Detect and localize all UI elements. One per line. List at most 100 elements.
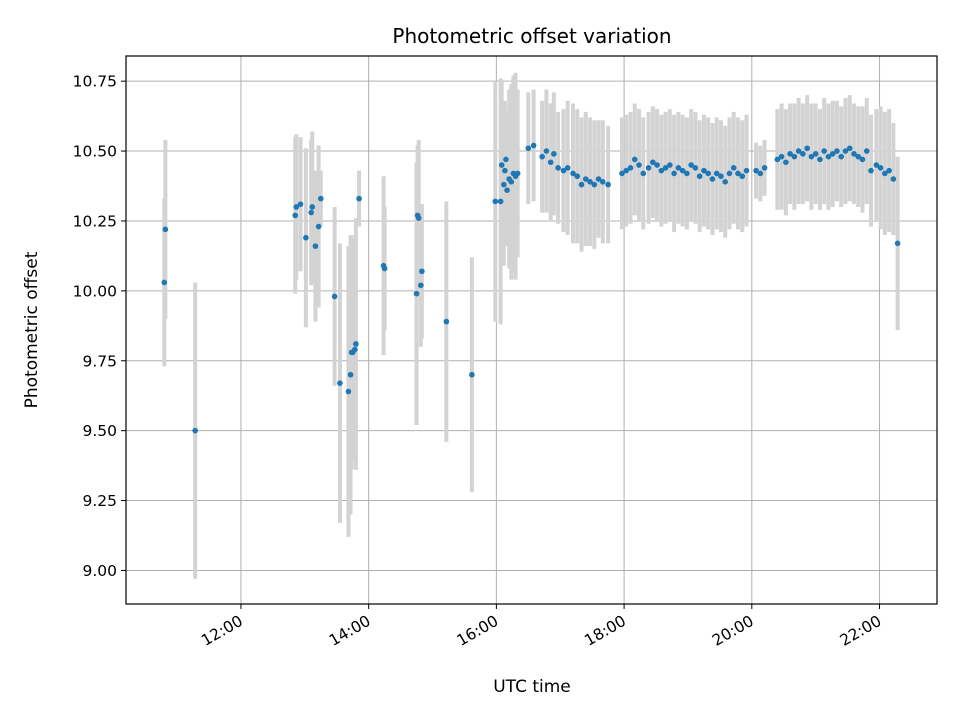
plot-frame [125,55,938,605]
data-point [297,201,304,207]
data-point [627,165,634,171]
data-point [868,167,874,174]
y-tick-label: 9.25 [82,492,117,510]
data-point [539,153,545,160]
data-point [645,165,652,171]
data-point [501,181,507,188]
data-point [761,165,768,171]
data-point [778,153,785,160]
data-point [713,170,720,177]
data-point [795,148,802,154]
data-point [800,151,806,157]
data-point [821,148,827,154]
y-axis-title: Photometric offset [22,251,42,408]
data-point [312,243,319,249]
data-point [551,151,557,157]
x-axis-title: UTC time [493,677,571,697]
data-point [591,181,598,188]
data-point [735,170,741,177]
data-point [498,162,505,168]
data-point [508,179,515,185]
data-point [469,371,475,378]
data-point [619,170,625,177]
data-point [502,167,508,174]
data-point [834,148,840,154]
data-point [679,167,686,174]
data-point [419,268,425,275]
data-point [684,170,690,177]
data-point [838,153,845,160]
data-point [692,165,699,171]
data-point [443,318,450,325]
data-point [825,153,832,160]
data-point [595,176,602,182]
data-point [574,173,581,180]
data-point [413,290,420,297]
data-point [701,167,707,174]
data-point [504,187,510,194]
data-point [739,173,746,180]
data-point [890,176,897,182]
data-point [356,195,362,202]
data-point [855,153,862,160]
y-tick-label: 10.50 [73,143,117,161]
data-point [308,209,314,216]
y-tick-label: 9.00 [82,562,117,580]
data-point [570,170,576,177]
data-point [873,162,880,168]
data-point [705,170,711,177]
y-tick-label: 9.50 [82,422,117,440]
data-point [315,223,322,230]
y-tick-label: 9.75 [82,352,117,370]
data-point [415,215,422,221]
data-point [882,170,888,177]
data-point [791,153,798,160]
data-point [783,159,789,166]
data-point [317,195,324,202]
data-point [757,170,764,177]
chart-title: Photometric offset variation [392,24,671,48]
y-axis-ticks: 9.00 9.25 9.50 9.75 10.00 10.25 10.50 10.75 [73,73,126,580]
data-point [345,388,352,395]
data-point [547,159,554,166]
data-point [292,212,299,219]
data-point [709,176,716,182]
data-point [654,162,660,168]
data-point [650,159,656,166]
data-point [587,179,593,185]
data-point [623,167,630,174]
data-point [671,170,677,177]
data-point [804,145,810,152]
data-point [560,167,567,174]
data-point [309,204,316,210]
data-point [730,165,737,171]
data-point [774,156,781,163]
data-point [812,151,819,157]
data-point [718,173,724,180]
data-point [863,148,870,154]
y-tick-label: 10.25 [73,212,117,230]
data-point [675,165,682,171]
data-point [543,148,550,154]
data-point [877,165,884,171]
data-point [337,380,343,386]
data-point [600,179,606,185]
data-point [564,165,571,171]
data-point [582,176,589,182]
data-point [894,240,901,247]
data-point [162,226,169,233]
data-point [555,165,561,171]
data-points [161,142,901,434]
data-point [492,198,499,205]
data-point [688,162,694,168]
data-point [525,145,532,152]
data-point [640,170,647,177]
y-tick-label: 10.75 [73,73,117,91]
data-point [846,145,853,152]
data-point [605,181,611,188]
data-point [662,165,669,171]
data-point [192,427,198,434]
data-point [753,167,759,174]
data-point [722,179,729,185]
